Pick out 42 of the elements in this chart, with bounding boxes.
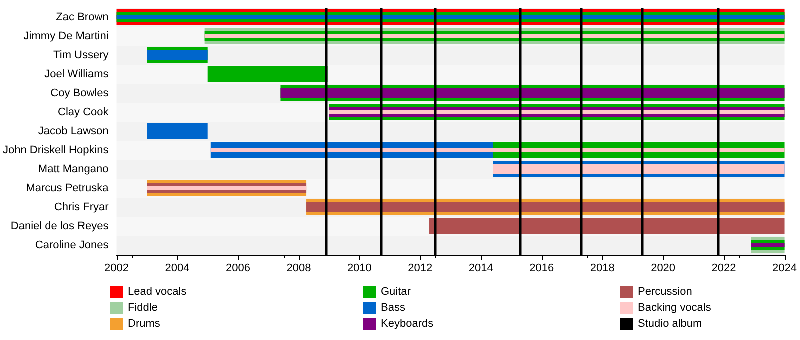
legend-label: Studio album — [638, 318, 702, 330]
bar — [147, 124, 208, 140]
x-tick-label: 2020 — [651, 262, 676, 274]
x-tick-label: 2002 — [104, 262, 130, 274]
y-tick-label: Jimmy De Martini — [24, 30, 109, 42]
bar — [204, 34, 785, 38]
legend-label: Backing vocals — [638, 302, 712, 314]
legend-label: Lead vocals — [128, 286, 188, 298]
bar — [306, 202, 785, 212]
bar — [147, 186, 307, 190]
y-tick-label: Marcus Petruska — [26, 182, 110, 194]
legend-label: Drums — [128, 318, 161, 330]
bar — [210, 148, 785, 152]
x-tick-label: 2024 — [772, 262, 798, 274]
y-tick-label: Joel Williams — [44, 68, 110, 80]
y-tick-label: John Driskell Hopkins — [2, 144, 110, 156]
y-tick-label: Chris Fryar — [54, 202, 110, 214]
legend-label: Keyboards — [381, 318, 434, 330]
bar — [329, 110, 785, 114]
y-tick-label: Matt Mangano — [38, 164, 109, 176]
x-tick-label: 2010 — [347, 262, 372, 274]
y-tick-label: Clay Cook — [58, 106, 110, 118]
y-tick-label: Caroline Jones — [35, 240, 110, 252]
x-tick-label: 2008 — [286, 262, 312, 274]
x-tick-label: 2018 — [590, 262, 615, 274]
legend-label: Percussion — [638, 286, 692, 298]
legend-label: Fiddle — [128, 302, 158, 314]
x-tick-label: 2006 — [226, 262, 250, 274]
y-tick-label: Tim Ussery — [54, 50, 110, 62]
bar — [280, 88, 785, 98]
x-tick-label: 2012 — [408, 262, 433, 274]
x-tick-label: 2004 — [165, 262, 190, 274]
legend-label: Bass — [381, 302, 406, 314]
x-tick-label: 2014 — [468, 262, 494, 274]
y-tick-label: Zac Brown — [56, 12, 109, 24]
legend-label: Guitar — [381, 286, 412, 298]
x-tick-label: 2022 — [712, 262, 736, 274]
y-tick-label: Coy Bowles — [50, 88, 110, 100]
x-tick-label: 2016 — [530, 262, 554, 274]
y-tick-label: Daniel de los Reyes — [10, 220, 110, 232]
bar — [208, 66, 328, 82]
y-tick-label: Jacob Lawson — [38, 126, 109, 138]
